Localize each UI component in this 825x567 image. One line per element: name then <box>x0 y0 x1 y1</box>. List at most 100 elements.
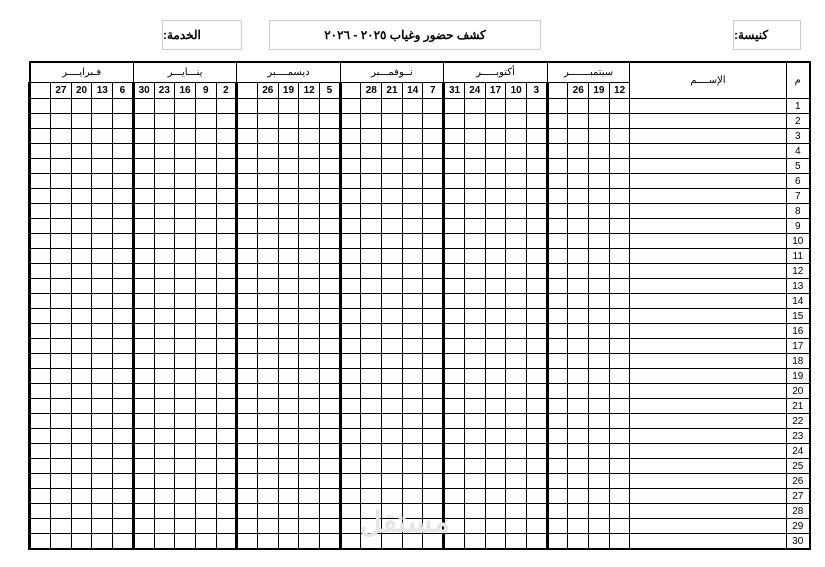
attendance-cell[interactable] <box>91 203 114 219</box>
attendance-cell[interactable] <box>27 533 52 550</box>
attendance-cell[interactable] <box>27 128 52 144</box>
name-cell[interactable] <box>629 383 787 399</box>
attendance-cell[interactable] <box>70 263 93 279</box>
attendance-cell[interactable] <box>112 158 134 174</box>
attendance-cell[interactable] <box>194 248 217 264</box>
attendance-cell[interactable] <box>256 458 279 474</box>
attendance-cell[interactable] <box>401 473 424 489</box>
attendance-cell[interactable] <box>131 218 155 234</box>
attendance-cell[interactable] <box>27 323 52 339</box>
attendance-cell[interactable] <box>153 158 176 174</box>
attendance-cell[interactable] <box>567 128 590 144</box>
attendance-cell[interactable] <box>484 263 507 279</box>
attendance-cell[interactable] <box>505 128 527 144</box>
attendance-cell[interactable] <box>215 458 238 474</box>
attendance-cell[interactable] <box>525 383 548 399</box>
attendance-cell[interactable] <box>27 398 52 414</box>
attendance-cell[interactable] <box>381 203 403 219</box>
attendance-cell[interactable] <box>401 443 424 459</box>
attendance-cell[interactable] <box>91 458 114 474</box>
attendance-cell[interactable] <box>194 473 217 489</box>
name-cell[interactable] <box>629 308 787 324</box>
attendance-cell[interactable] <box>401 158 424 174</box>
attendance-cell[interactable] <box>112 443 134 459</box>
attendance-cell[interactable] <box>91 188 114 204</box>
attendance-cell[interactable] <box>381 113 403 129</box>
attendance-cell[interactable] <box>277 458 300 474</box>
attendance-cell[interactable] <box>484 368 507 384</box>
attendance-cell[interactable] <box>153 383 176 399</box>
name-cell[interactable] <box>629 293 787 309</box>
attendance-cell[interactable] <box>567 443 590 459</box>
attendance-cell[interactable] <box>70 428 93 444</box>
attendance-cell[interactable] <box>256 308 279 324</box>
attendance-cell[interactable] <box>608 398 631 414</box>
attendance-cell[interactable] <box>588 488 610 504</box>
attendance-cell[interactable] <box>588 173 610 189</box>
name-cell[interactable] <box>629 413 787 429</box>
attendance-cell[interactable] <box>360 188 383 204</box>
attendance-cell[interactable] <box>194 293 217 309</box>
attendance-cell[interactable] <box>338 398 362 414</box>
attendance-cell[interactable] <box>360 203 383 219</box>
attendance-cell[interactable] <box>484 383 507 399</box>
attendance-cell[interactable] <box>319 113 341 129</box>
attendance-cell[interactable] <box>235 428 258 444</box>
attendance-cell[interactable] <box>442 218 465 234</box>
attendance-cell[interactable] <box>174 293 196 309</box>
attendance-cell[interactable] <box>360 173 383 189</box>
attendance-cell[interactable] <box>484 188 507 204</box>
attendance-cell[interactable] <box>70 143 93 159</box>
attendance-cell[interactable] <box>153 353 176 369</box>
attendance-cell[interactable] <box>174 188 196 204</box>
attendance-cell[interactable] <box>319 203 341 219</box>
attendance-cell[interactable] <box>545 428 569 444</box>
attendance-cell[interactable] <box>50 248 72 264</box>
attendance-cell[interactable] <box>215 518 238 534</box>
attendance-cell[interactable] <box>153 248 176 264</box>
attendance-cell[interactable] <box>256 383 279 399</box>
name-cell[interactable] <box>629 248 787 264</box>
attendance-cell[interactable] <box>131 248 155 264</box>
attendance-cell[interactable] <box>545 368 569 384</box>
attendance-cell[interactable] <box>422 518 445 534</box>
attendance-cell[interactable] <box>567 248 590 264</box>
attendance-cell[interactable] <box>50 518 72 534</box>
attendance-cell[interactable] <box>235 218 258 234</box>
attendance-cell[interactable] <box>505 338 527 354</box>
attendance-cell[interactable] <box>442 473 465 489</box>
attendance-cell[interactable] <box>401 233 424 249</box>
attendance-cell[interactable] <box>545 398 569 414</box>
attendance-cell[interactable] <box>422 443 445 459</box>
attendance-cell[interactable] <box>27 443 52 459</box>
attendance-cell[interactable] <box>525 263 548 279</box>
attendance-cell[interactable] <box>174 533 196 550</box>
attendance-cell[interactable] <box>608 473 631 489</box>
attendance-cell[interactable] <box>256 488 279 504</box>
attendance-cell[interactable] <box>442 428 465 444</box>
attendance-cell[interactable] <box>194 518 217 534</box>
name-cell[interactable] <box>629 128 787 144</box>
attendance-cell[interactable] <box>131 533 155 550</box>
attendance-cell[interactable] <box>505 233 527 249</box>
attendance-cell[interactable] <box>70 173 93 189</box>
attendance-cell[interactable] <box>588 503 610 519</box>
attendance-cell[interactable] <box>298 458 320 474</box>
attendance-cell[interactable] <box>194 338 217 354</box>
attendance-cell[interactable] <box>360 398 383 414</box>
attendance-cell[interactable] <box>401 368 424 384</box>
attendance-cell[interactable] <box>381 233 403 249</box>
attendance-cell[interactable] <box>27 188 52 204</box>
attendance-cell[interactable] <box>50 188 72 204</box>
attendance-cell[interactable] <box>567 263 590 279</box>
name-cell[interactable] <box>629 203 787 219</box>
attendance-cell[interactable] <box>608 143 631 159</box>
attendance-cell[interactable] <box>463 293 486 309</box>
attendance-cell[interactable] <box>567 173 590 189</box>
attendance-cell[interactable] <box>588 353 610 369</box>
attendance-cell[interactable] <box>360 233 383 249</box>
attendance-cell[interactable] <box>545 503 569 519</box>
attendance-cell[interactable] <box>174 128 196 144</box>
attendance-cell[interactable] <box>422 488 445 504</box>
attendance-cell[interactable] <box>608 308 631 324</box>
